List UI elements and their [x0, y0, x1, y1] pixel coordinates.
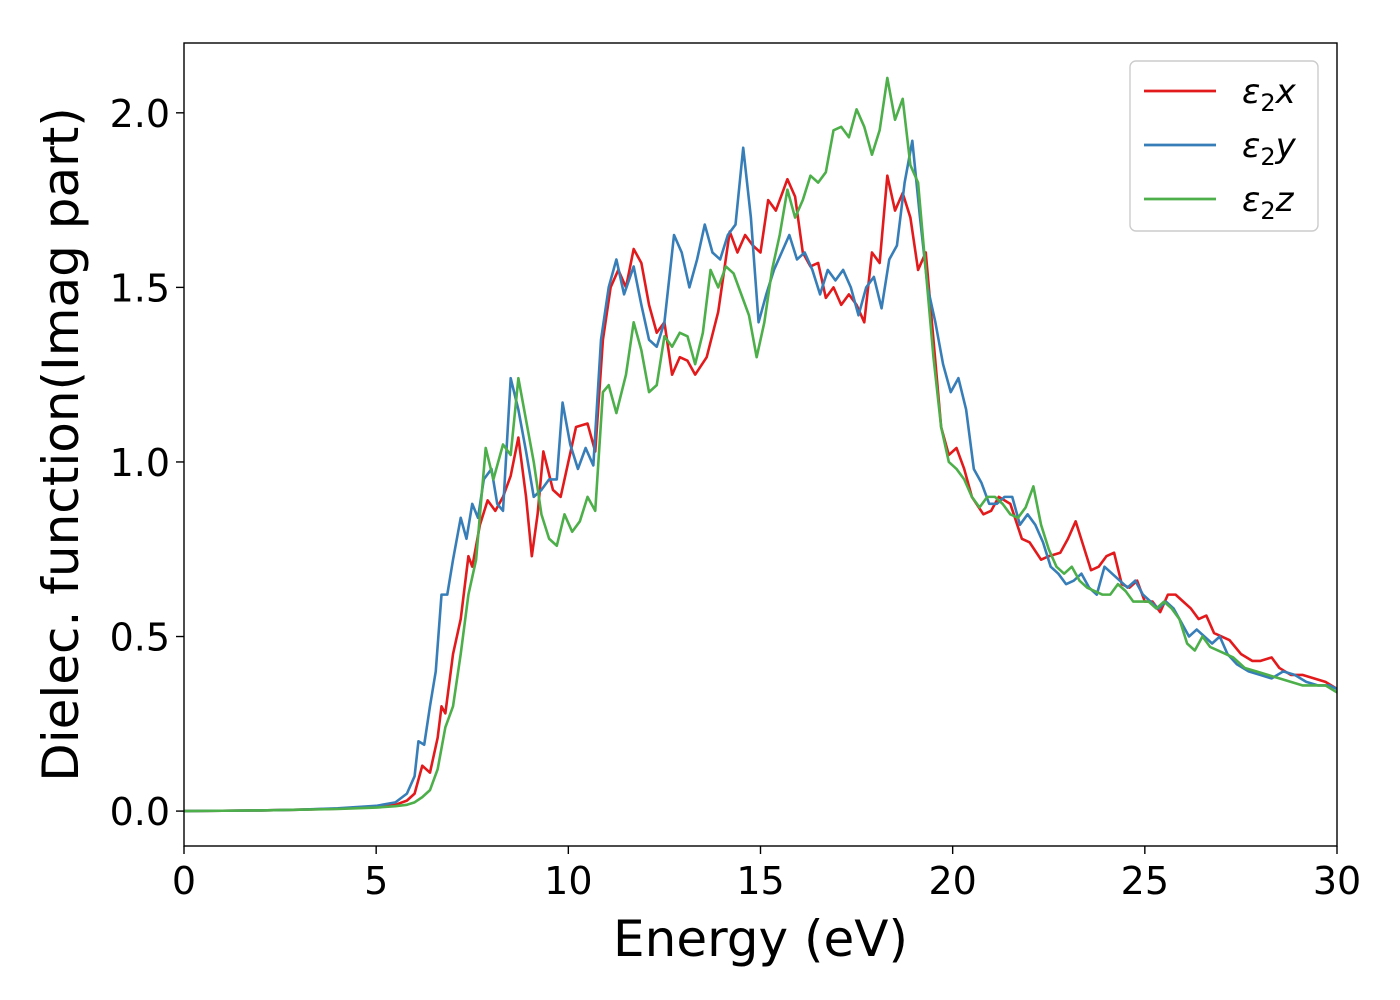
- series-line-x: [184, 174, 1337, 813]
- axes: 0 5 10 15 20 25 30 0.0 0.5 1.0 1.5 2.0 Energy (eV) Di…: [32, 42, 1361, 968]
- x-tick-label: 5: [364, 859, 388, 903]
- series-lines: [184, 76, 1337, 813]
- x-tick-label: 0: [172, 859, 196, 903]
- legend-label-y: ε2y: [1242, 126, 1297, 171]
- series-line-y: [184, 139, 1337, 813]
- x-tick-label: 10: [544, 859, 592, 903]
- legend: ε2x ε2y ε2z: [1129, 60, 1319, 232]
- y-tick-label: 1.0: [110, 441, 170, 485]
- y-tick-label: 0.0: [110, 790, 170, 834]
- legend-label-x: ε2x: [1242, 72, 1297, 117]
- y-axis-label: Dielec. function(Imag part): [32, 107, 90, 782]
- x-tick-label: 30: [1313, 859, 1361, 903]
- x-axis-label: Energy (eV): [613, 910, 908, 968]
- x-tick-label: 20: [928, 859, 976, 903]
- y-tick-label: 2.0: [110, 92, 170, 136]
- y-tick-label: 1.5: [110, 266, 170, 310]
- x-tick-label: 25: [1121, 859, 1169, 903]
- legend-label-z: ε2z: [1242, 180, 1295, 225]
- x-tick-label: 15: [736, 859, 784, 903]
- legend-box: [1129, 60, 1319, 232]
- series-line-z: [184, 76, 1337, 813]
- plot-area: [184, 76, 1337, 813]
- y-tick-label: 0.5: [110, 616, 170, 660]
